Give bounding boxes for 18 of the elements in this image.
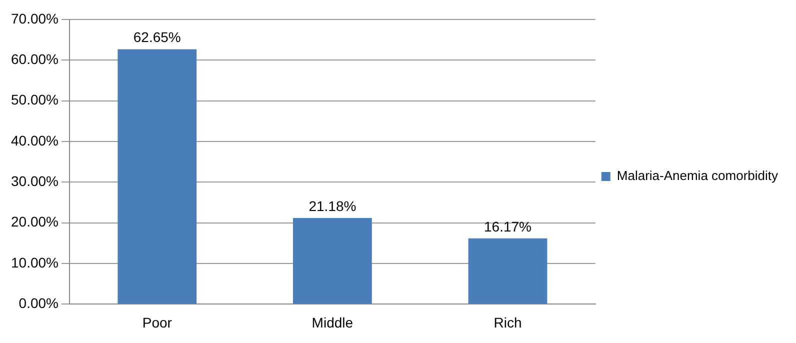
data-label: 62.65%: [133, 29, 181, 46]
data-label: 16.17%: [484, 218, 532, 234]
data-label: 21.18%: [308, 198, 356, 214]
bar: [468, 238, 548, 304]
y-tick-label: 20.00%: [11, 214, 58, 230]
bar: [118, 49, 197, 304]
y-tick-label: 60.00%: [11, 50, 58, 67]
legend-label: Malaria-Anemia comorbidity: [616, 168, 778, 184]
y-tick-label: 70.00%: [11, 10, 58, 26]
bar: [292, 218, 372, 304]
y-tick-label: 0.00%: [18, 295, 58, 312]
y-tick-label: 10.00%: [11, 254, 58, 270]
y-tick-label: 40.00%: [11, 132, 58, 148]
x-tick-label: Rich: [494, 314, 522, 330]
y-tick-label: 30.00%: [11, 173, 58, 189]
x-tick-label: Poor: [142, 314, 172, 330]
y-tick-label: 50.00%: [11, 92, 58, 108]
x-tick-label: Middle: [312, 314, 354, 330]
